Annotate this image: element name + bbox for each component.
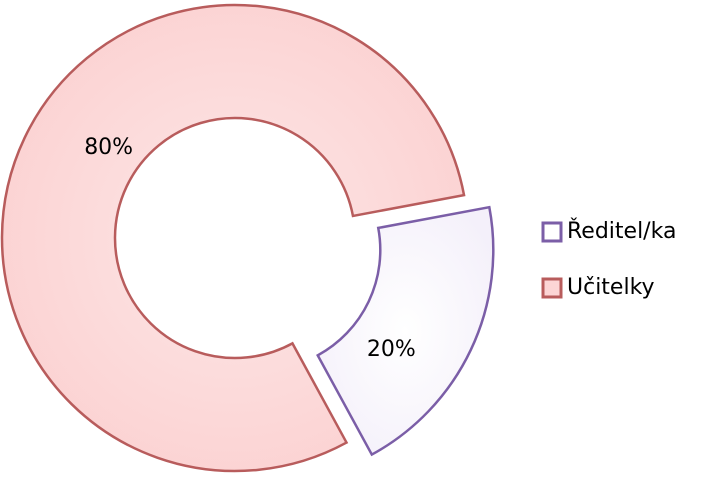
legend-swatch — [541, 277, 563, 299]
donut-slice — [0, 3, 466, 473]
legend-label: Ředitel/ka — [567, 218, 676, 244]
donut-slice — [316, 205, 495, 457]
legend-label: Učitelky — [567, 275, 655, 300]
data-label: 20% — [367, 337, 416, 362]
data-label: 80% — [84, 135, 133, 160]
legend-swatch — [541, 221, 563, 243]
